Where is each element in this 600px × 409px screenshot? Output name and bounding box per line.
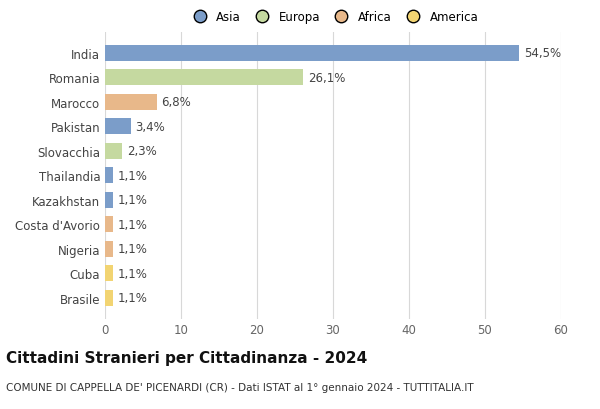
Text: 2,3%: 2,3% <box>127 145 157 158</box>
Text: 1,1%: 1,1% <box>118 169 148 182</box>
Bar <box>105 168 113 184</box>
Text: 1,1%: 1,1% <box>118 243 148 256</box>
Bar <box>105 217 113 233</box>
Bar <box>105 192 113 208</box>
Legend: Asia, Europa, Africa, America: Asia, Europa, Africa, America <box>188 11 478 24</box>
Bar <box>105 266 113 281</box>
Text: 1,1%: 1,1% <box>118 267 148 280</box>
Bar <box>105 94 157 110</box>
Text: 1,1%: 1,1% <box>118 292 148 305</box>
Text: Cittadini Stranieri per Cittadinanza - 2024: Cittadini Stranieri per Cittadinanza - 2… <box>6 350 367 365</box>
Bar <box>105 70 304 86</box>
Text: 6,8%: 6,8% <box>161 96 191 109</box>
Bar <box>105 241 113 257</box>
Text: 26,1%: 26,1% <box>308 72 345 85</box>
Bar <box>105 144 122 160</box>
Bar <box>105 290 113 306</box>
Bar <box>105 46 519 62</box>
Text: COMUNE DI CAPPELLA DE' PICENARDI (CR) - Dati ISTAT al 1° gennaio 2024 - TUTTITAL: COMUNE DI CAPPELLA DE' PICENARDI (CR) - … <box>6 382 473 392</box>
Text: 54,5%: 54,5% <box>524 47 561 60</box>
Text: 3,4%: 3,4% <box>136 121 165 133</box>
Text: 1,1%: 1,1% <box>118 218 148 231</box>
Bar <box>105 119 131 135</box>
Text: 1,1%: 1,1% <box>118 194 148 207</box>
